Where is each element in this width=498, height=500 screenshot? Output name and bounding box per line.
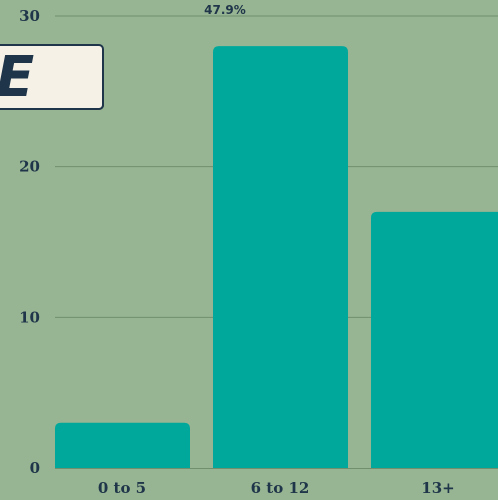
- y-tick-label-20: 20: [19, 158, 40, 176]
- labels: 0 10 20 30 0 to 5 6 to 12 13+ 47.9%: [19, 3, 455, 497]
- x-tick-label-0-to-5: 0 to 5: [98, 479, 146, 497]
- bar-6-to-12: [213, 46, 348, 469]
- bar-13+: [371, 211, 498, 468]
- x-tick-label-6-to-12: 6 to 12: [251, 479, 310, 497]
- x-tick-label-13+: 13+: [421, 479, 454, 497]
- title-badge: E: [0, 44, 104, 110]
- y-tick-label-0: 0: [30, 459, 40, 477]
- y-tick-label-10: 10: [19, 308, 40, 326]
- badge-face: E: [0, 44, 104, 110]
- bar-0-to-5: [55, 422, 190, 468]
- bars: [55, 46, 498, 469]
- data-label-6-to-12: 47.9%: [204, 3, 246, 17]
- y-tick-label-30: 30: [19, 7, 40, 25]
- badge-text: E: [0, 48, 34, 108]
